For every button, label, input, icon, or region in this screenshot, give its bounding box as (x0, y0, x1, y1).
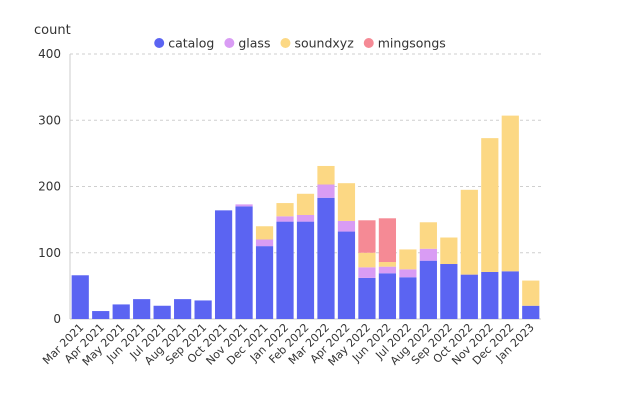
bar-glass (276, 216, 294, 222)
bar-soundxyz (481, 138, 499, 272)
bar-soundxyz (378, 262, 397, 267)
bar-catalog (419, 260, 437, 319)
bar-catalog (92, 311, 110, 319)
bar-soundxyz (440, 237, 458, 265)
legend-label: glass (238, 36, 270, 51)
bar-catalog (235, 206, 253, 319)
bar-catalog (255, 246, 274, 319)
bar-mingsongs (378, 218, 397, 263)
bar-catalog (133, 299, 151, 319)
bar-catalog (399, 277, 417, 319)
bar-catalog (296, 221, 315, 319)
bar-soundxyz (419, 222, 437, 249)
bar-catalog (214, 210, 233, 319)
legend-item-catalog[interactable]: catalog (154, 36, 214, 51)
bar-catalog (276, 221, 294, 319)
legend-item-mingsongs[interactable]: mingsongs (363, 36, 446, 51)
legend-item-soundxyz[interactable]: soundxyz (280, 36, 354, 51)
bar-glass (296, 214, 315, 222)
bar-glass (399, 269, 417, 278)
bar-soundxyz (255, 226, 274, 240)
bar-glass (255, 239, 274, 247)
bar-glass (337, 220, 356, 232)
legend: catalog glass soundxyz mingsongs (154, 36, 446, 51)
bar-catalog (317, 197, 335, 319)
y-tick-label: 300 (38, 113, 61, 127)
y-tick-label: 400 (38, 47, 61, 61)
legend-item-glass[interactable]: glass (224, 36, 270, 51)
bar-catalog (358, 277, 376, 319)
bar-glass (235, 204, 253, 207)
bar-glass (358, 267, 376, 278)
bar-catalog (481, 271, 499, 319)
legend-marker (224, 38, 235, 48)
bar-soundxyz (399, 249, 417, 270)
bar-soundxyz (358, 252, 376, 268)
bar-catalog (71, 275, 89, 319)
legend-marker (363, 38, 374, 48)
bar-soundxyz (337, 183, 356, 221)
bar-catalog (501, 271, 519, 319)
bar-soundxyz (317, 165, 335, 185)
legend-label: soundxyz (294, 36, 354, 51)
y-tick-label: 100 (38, 246, 61, 260)
bar-catalog (112, 304, 130, 319)
bar-catalog (460, 274, 478, 319)
y-axis-label: count (34, 23, 71, 38)
bar-soundxyz (501, 115, 519, 272)
bar-glass (317, 184, 335, 198)
bar-mingsongs (358, 220, 376, 253)
legend-marker (280, 38, 291, 48)
bars (71, 115, 540, 319)
bar-soundxyz (460, 189, 478, 275)
bar-catalog (194, 300, 212, 319)
bar-soundxyz (296, 193, 315, 215)
legend-label: catalog (168, 36, 214, 51)
bar-catalog (174, 299, 192, 319)
bar-soundxyz (522, 280, 540, 306)
legend-label: mingsongs (378, 36, 446, 51)
y-tick-label: 0 (53, 312, 61, 326)
bar-catalog (153, 305, 171, 319)
bar-catalog (522, 305, 540, 319)
bar-soundxyz (276, 203, 294, 217)
y-tick-labels: 0 100 200 300 400 (38, 47, 61, 326)
bar-catalog (337, 231, 356, 319)
legend-marker (154, 38, 165, 48)
bar-glass (378, 266, 397, 274)
y-tick-label: 200 (38, 180, 61, 194)
bar-catalog (378, 273, 397, 319)
bar-catalog (440, 264, 458, 319)
bar-glass (419, 248, 437, 261)
